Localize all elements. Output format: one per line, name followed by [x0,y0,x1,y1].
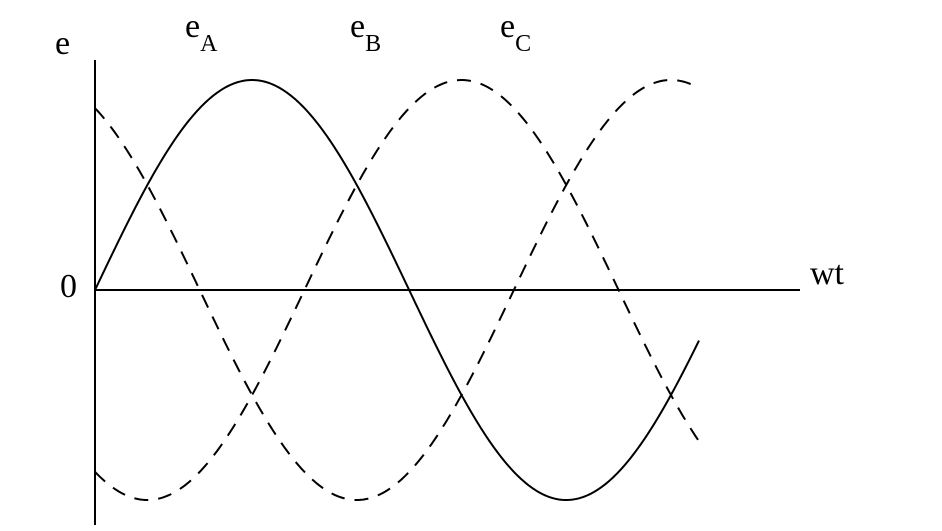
chart-svg [0,0,942,531]
three-phase-waveform-chart: e 0 wt eA eB eC [0,0,942,531]
